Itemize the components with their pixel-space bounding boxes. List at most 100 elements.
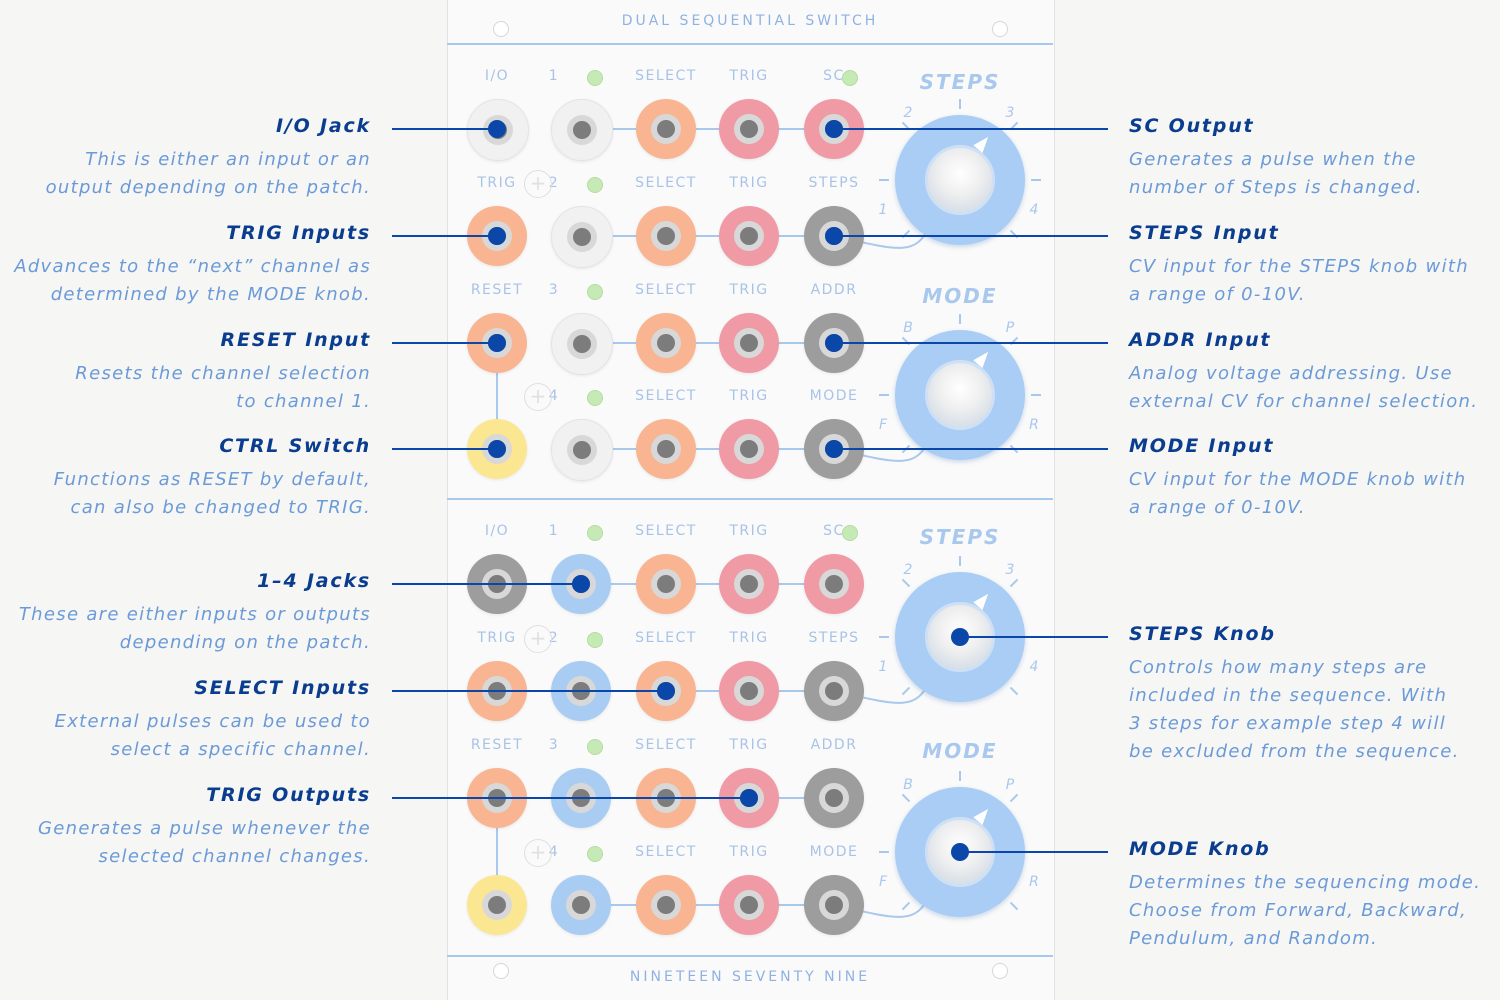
jack-core bbox=[825, 896, 843, 914]
screw-icon bbox=[493, 21, 509, 37]
jack-select[interactable] bbox=[636, 206, 696, 266]
knob-scale-label: 4 bbox=[1029, 659, 1039, 675]
jack-socket bbox=[567, 435, 597, 465]
annotation-title-addr-input: ADDR Input bbox=[1129, 329, 1272, 351]
jack-core bbox=[657, 120, 675, 138]
steps-knob-title: STEPS bbox=[919, 70, 1001, 94]
jack-trig[interactable] bbox=[719, 99, 779, 159]
knob-scale-label: B bbox=[903, 320, 913, 336]
annotation-line: Resets the channel selection bbox=[75, 363, 371, 384]
jack-label: ADDR bbox=[810, 737, 858, 753]
annotation-description: Analog voltage addressing. Use external C… bbox=[1129, 360, 1478, 416]
jack-core bbox=[488, 896, 506, 914]
jack-left[interactable] bbox=[467, 875, 527, 935]
jack-socket bbox=[567, 329, 597, 359]
jack-cv[interactable] bbox=[804, 768, 864, 828]
annotation-description: Resets the channel selection to channel 1… bbox=[75, 360, 371, 416]
jack-trig[interactable] bbox=[719, 875, 779, 935]
jack-socket bbox=[819, 676, 849, 706]
annotation-description: CV input for the STEPS knob with a range … bbox=[1129, 253, 1469, 309]
channel-led bbox=[587, 632, 603, 648]
jack-select[interactable] bbox=[636, 313, 696, 373]
channel-led bbox=[587, 739, 603, 755]
annotation-title-steps-knob: STEPS Knob bbox=[1129, 623, 1276, 645]
jack-socket bbox=[651, 328, 681, 358]
sc-led bbox=[842, 525, 858, 541]
jack-label: 1 bbox=[548, 68, 560, 84]
jack-socket bbox=[567, 115, 597, 145]
leader-line bbox=[392, 235, 497, 237]
steps-knob[interactable] bbox=[895, 115, 1025, 245]
annotation-line: CV input for the MODE knob with bbox=[1129, 469, 1467, 490]
jack-label: MODE bbox=[809, 844, 859, 860]
knob-scale-label: F bbox=[878, 417, 888, 433]
jack-select[interactable] bbox=[636, 419, 696, 479]
jack-channel[interactable] bbox=[551, 206, 613, 268]
jack-select[interactable] bbox=[636, 99, 696, 159]
knob-scale-label: 4 bbox=[1029, 202, 1039, 218]
jack-core bbox=[740, 334, 758, 352]
knob-tick bbox=[959, 314, 961, 324]
annotation-line: Analog voltage addressing. Use bbox=[1129, 363, 1453, 384]
annotation-line: selected channel changes. bbox=[98, 846, 371, 867]
jack-trig[interactable] bbox=[719, 661, 779, 721]
jack-cv[interactable] bbox=[804, 554, 864, 614]
jack-left[interactable] bbox=[467, 99, 529, 161]
jack-core bbox=[740, 896, 758, 914]
knob-scale-label: 3 bbox=[1005, 105, 1015, 121]
mode-knob-title: MODE bbox=[922, 284, 998, 308]
annotation-title-reset-input: RESET Input bbox=[220, 329, 371, 351]
annotation-line: a range of 0-10V. bbox=[1129, 497, 1306, 518]
callout-dot-icon bbox=[825, 440, 843, 458]
jack-core bbox=[740, 575, 758, 593]
mode-knob[interactable] bbox=[895, 330, 1025, 460]
jack-channel[interactable] bbox=[551, 419, 613, 481]
jack-socket bbox=[567, 222, 597, 252]
jack-channel[interactable] bbox=[551, 875, 611, 935]
jack-trig[interactable] bbox=[719, 206, 779, 266]
jack-label: SELECT bbox=[635, 737, 697, 753]
knob-tick bbox=[959, 771, 961, 781]
jack-label: 4 bbox=[548, 388, 560, 404]
jack-socket bbox=[482, 890, 512, 920]
callout-dot-icon bbox=[951, 843, 969, 861]
jack-core bbox=[825, 682, 843, 700]
annotation-line: to channel 1. bbox=[236, 391, 371, 412]
knob-scale-label: 1 bbox=[878, 659, 888, 675]
jack-core bbox=[573, 335, 591, 353]
knob-tick bbox=[1031, 179, 1041, 181]
annotation-title-mode-input: MODE Input bbox=[1129, 435, 1275, 457]
knob-scale-label: R bbox=[1029, 874, 1039, 890]
annotation-line: This is either an input or an bbox=[85, 149, 371, 170]
callout-dot-icon bbox=[825, 120, 843, 138]
jack-channel[interactable] bbox=[551, 313, 613, 375]
jack-select[interactable] bbox=[636, 554, 696, 614]
jack-socket bbox=[734, 434, 764, 464]
annotation-title-i-o-jack: I/O Jack bbox=[276, 115, 371, 137]
annotation-line: Pendulum, and Random. bbox=[1129, 928, 1379, 949]
annotation-line: a range of 0-10V. bbox=[1129, 284, 1306, 305]
callout-dot-icon bbox=[488, 120, 506, 138]
jack-channel[interactable] bbox=[551, 99, 613, 161]
jack-socket bbox=[734, 890, 764, 920]
annotation-line: included in the sequence. With bbox=[1129, 685, 1448, 706]
knob-tick bbox=[959, 99, 961, 109]
jack-label: SELECT bbox=[635, 844, 697, 860]
jack-trig[interactable] bbox=[719, 419, 779, 479]
jack-label: SELECT bbox=[635, 630, 697, 646]
jack-trig[interactable] bbox=[719, 554, 779, 614]
jack-trig[interactable] bbox=[719, 313, 779, 373]
jack-core bbox=[573, 121, 591, 139]
leader-line bbox=[834, 235, 1108, 237]
jack-label: TRIG bbox=[477, 630, 517, 646]
jack-cv[interactable] bbox=[804, 875, 864, 935]
jack-cv[interactable] bbox=[804, 661, 864, 721]
jack-core bbox=[657, 896, 675, 914]
jack-label: TRIG bbox=[729, 175, 769, 191]
jack-label: 3 bbox=[548, 737, 560, 753]
knob-tick bbox=[879, 636, 889, 638]
jack-core bbox=[573, 228, 591, 246]
jack-label: 2 bbox=[548, 630, 560, 646]
knob-tick bbox=[959, 556, 961, 566]
jack-select[interactable] bbox=[636, 875, 696, 935]
